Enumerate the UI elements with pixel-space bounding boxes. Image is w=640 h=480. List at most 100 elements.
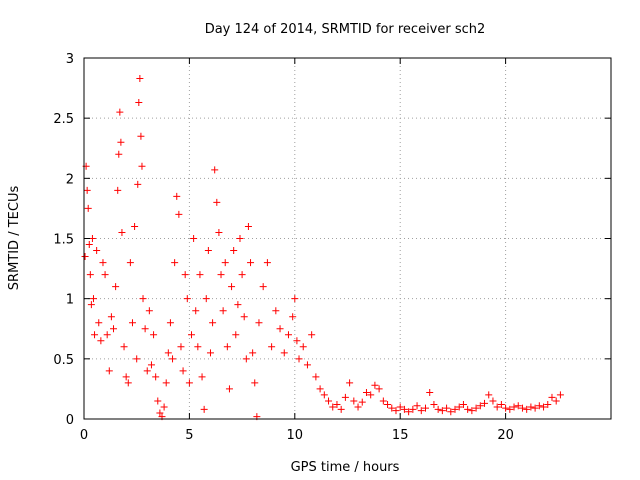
data-point — [506, 405, 514, 413]
data-point — [303, 361, 311, 369]
data-point — [164, 349, 172, 357]
data-point — [154, 397, 162, 405]
data-point — [204, 247, 212, 255]
data-point — [293, 337, 301, 345]
data-point — [117, 138, 125, 146]
data-point — [337, 405, 345, 413]
data-point — [388, 404, 396, 412]
tick-labels: 0 5 10 15 20 0 0.5 1 1.5 2 2.5 3 — [53, 52, 514, 443]
data-point — [83, 186, 91, 194]
data-point — [124, 379, 132, 387]
data-point — [135, 99, 143, 107]
data-point — [384, 401, 392, 409]
data-point — [198, 373, 206, 381]
data-point — [116, 108, 124, 116]
data-point — [115, 150, 123, 158]
data-point — [502, 404, 510, 412]
y-tick-label: 3 — [66, 52, 74, 67]
data-point — [139, 295, 147, 303]
data-point — [358, 398, 366, 406]
y-tick-label: 1.5 — [53, 233, 74, 248]
data-point — [413, 402, 421, 410]
data-point — [289, 313, 297, 321]
data-point — [481, 399, 489, 407]
data-point — [152, 373, 160, 381]
data-point — [107, 313, 115, 321]
data-point — [171, 259, 179, 267]
data-point — [476, 402, 484, 410]
data-point — [255, 319, 263, 327]
data-point — [162, 379, 170, 387]
data-point — [99, 259, 107, 267]
data-point — [95, 319, 103, 327]
data-point — [379, 397, 387, 405]
data-point — [375, 385, 383, 393]
data-point — [514, 402, 522, 410]
x-tick-label: 5 — [185, 428, 193, 443]
data-point — [91, 331, 99, 339]
data-point — [202, 295, 210, 303]
data-point — [128, 319, 136, 327]
data-point — [523, 405, 531, 413]
data-point — [120, 343, 128, 351]
data-point — [443, 404, 451, 412]
data-point — [215, 228, 223, 236]
data-point — [400, 405, 408, 413]
data-point — [472, 404, 480, 412]
data-point — [122, 373, 130, 381]
y-tick-label: 2 — [66, 172, 74, 187]
data-point — [430, 401, 438, 409]
data-points — [81, 74, 564, 421]
data-point — [405, 408, 413, 416]
data-point — [510, 403, 518, 411]
data-point — [527, 403, 535, 411]
data-point — [103, 331, 111, 339]
data-point — [230, 247, 238, 255]
data-point — [417, 407, 425, 415]
y-tick-label: 0.5 — [53, 353, 74, 368]
y-tick-label: 0 — [66, 413, 74, 428]
data-point — [183, 295, 191, 303]
plot-frame — [83, 57, 612, 420]
data-point — [209, 319, 217, 327]
data-point — [396, 403, 404, 411]
data-point — [112, 283, 120, 291]
data-point — [251, 379, 259, 387]
data-point — [173, 192, 181, 200]
data-point — [143, 367, 151, 375]
data-point — [131, 222, 139, 230]
data-point — [105, 367, 113, 375]
y-axis-label: SRMTID / TECUs — [7, 186, 22, 291]
data-point — [531, 404, 539, 412]
data-point — [247, 259, 255, 267]
x-tick-label: 15 — [392, 428, 409, 443]
data-point — [228, 283, 236, 291]
data-point — [548, 393, 556, 401]
data-point — [276, 325, 284, 333]
data-point — [181, 271, 189, 279]
data-point — [280, 349, 288, 357]
data-point — [268, 343, 276, 351]
data-point — [371, 381, 379, 389]
data-point — [219, 307, 227, 315]
data-point — [175, 210, 183, 218]
data-point — [468, 407, 476, 415]
data-point — [535, 402, 543, 410]
data-point — [177, 343, 185, 351]
data-point — [249, 349, 257, 357]
data-point — [291, 295, 299, 303]
y-tick-label: 1 — [66, 293, 74, 308]
data-point — [134, 180, 142, 188]
data-point — [97, 337, 105, 345]
data-point — [320, 391, 328, 399]
data-point — [350, 397, 358, 405]
data-point — [426, 389, 434, 397]
data-point — [150, 331, 158, 339]
data-point — [295, 355, 303, 363]
data-point — [540, 403, 548, 411]
data-point — [329, 403, 337, 411]
data-point — [312, 373, 320, 381]
data-point — [166, 319, 174, 327]
data-point — [89, 295, 97, 303]
data-point — [93, 247, 101, 255]
